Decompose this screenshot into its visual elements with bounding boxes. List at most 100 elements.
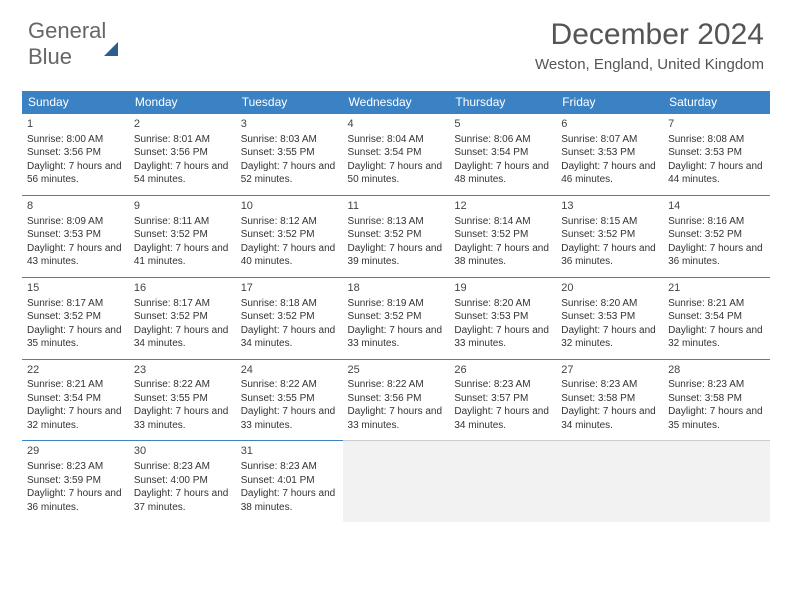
day-number: 19 bbox=[454, 281, 551, 296]
day-cell-1: 1Sunrise: 8:00 AMSunset: 3:56 PMDaylight… bbox=[22, 114, 129, 196]
day-number: 24 bbox=[241, 363, 338, 378]
sunrise-line: Sunrise: 8:23 AM bbox=[454, 378, 551, 392]
day-cell-17: 17Sunrise: 8:18 AMSunset: 3:52 PMDayligh… bbox=[236, 277, 343, 359]
logo-part2: Blue bbox=[28, 44, 72, 69]
sunset-line: Sunset: 3:54 PM bbox=[348, 146, 445, 160]
sunset-line: Sunset: 4:00 PM bbox=[134, 474, 231, 488]
calendar-head: SundayMondayTuesdayWednesdayThursdayFrid… bbox=[22, 91, 770, 114]
day-cell-30: 30Sunrise: 8:23 AMSunset: 4:00 PMDayligh… bbox=[129, 441, 236, 522]
day-number: 10 bbox=[241, 199, 338, 214]
day-cell-26: 26Sunrise: 8:23 AMSunset: 3:57 PMDayligh… bbox=[449, 359, 556, 441]
logo-part1: General bbox=[28, 18, 106, 43]
daylight-line: Daylight: 7 hours and 54 minutes. bbox=[134, 160, 231, 187]
sunrise-line: Sunrise: 8:12 AM bbox=[241, 215, 338, 229]
day-cell-12: 12Sunrise: 8:14 AMSunset: 3:52 PMDayligh… bbox=[449, 195, 556, 277]
sunrise-line: Sunrise: 8:01 AM bbox=[134, 133, 231, 147]
calendar-row: 22Sunrise: 8:21 AMSunset: 3:54 PMDayligh… bbox=[22, 359, 770, 441]
sunrise-line: Sunrise: 8:17 AM bbox=[27, 297, 124, 311]
daylight-line: Daylight: 7 hours and 34 minutes. bbox=[241, 324, 338, 351]
day-number: 1 bbox=[27, 117, 124, 132]
daylight-line: Daylight: 7 hours and 37 minutes. bbox=[134, 487, 231, 514]
sunset-line: Sunset: 3:53 PM bbox=[27, 228, 124, 242]
sunset-line: Sunset: 3:56 PM bbox=[134, 146, 231, 160]
day-number: 14 bbox=[668, 199, 765, 214]
sunset-line: Sunset: 3:54 PM bbox=[27, 392, 124, 406]
day-number: 3 bbox=[241, 117, 338, 132]
sunset-line: Sunset: 3:54 PM bbox=[454, 146, 551, 160]
day-number: 26 bbox=[454, 363, 551, 378]
sunset-line: Sunset: 3:53 PM bbox=[454, 310, 551, 324]
calendar-table: SundayMondayTuesdayWednesdayThursdayFrid… bbox=[22, 91, 770, 522]
sunrise-line: Sunrise: 8:20 AM bbox=[454, 297, 551, 311]
sunrise-line: Sunrise: 8:14 AM bbox=[454, 215, 551, 229]
day-number: 23 bbox=[134, 363, 231, 378]
daylight-line: Daylight: 7 hours and 35 minutes. bbox=[27, 324, 124, 351]
day-number: 21 bbox=[668, 281, 765, 296]
daylight-line: Daylight: 7 hours and 33 minutes. bbox=[348, 405, 445, 432]
daylight-line: Daylight: 7 hours and 41 minutes. bbox=[134, 242, 231, 269]
daylight-line: Daylight: 7 hours and 36 minutes. bbox=[27, 487, 124, 514]
weekday-wednesday: Wednesday bbox=[343, 91, 450, 114]
sunset-line: Sunset: 3:54 PM bbox=[668, 310, 765, 324]
daylight-line: Daylight: 7 hours and 32 minutes. bbox=[668, 324, 765, 351]
day-cell-29: 29Sunrise: 8:23 AMSunset: 3:59 PMDayligh… bbox=[22, 441, 129, 522]
day-number: 2 bbox=[134, 117, 231, 132]
day-number: 8 bbox=[27, 199, 124, 214]
day-cell-23: 23Sunrise: 8:22 AMSunset: 3:55 PMDayligh… bbox=[129, 359, 236, 441]
sunset-line: Sunset: 3:53 PM bbox=[561, 146, 658, 160]
day-cell-18: 18Sunrise: 8:19 AMSunset: 3:52 PMDayligh… bbox=[343, 277, 450, 359]
sunset-line: Sunset: 3:58 PM bbox=[668, 392, 765, 406]
daylight-line: Daylight: 7 hours and 34 minutes. bbox=[134, 324, 231, 351]
day-number: 13 bbox=[561, 199, 658, 214]
daylight-line: Daylight: 7 hours and 33 minutes. bbox=[241, 405, 338, 432]
sunset-line: Sunset: 3:55 PM bbox=[241, 146, 338, 160]
sunrise-line: Sunrise: 8:04 AM bbox=[348, 133, 445, 147]
sunrise-line: Sunrise: 8:03 AM bbox=[241, 133, 338, 147]
sunset-line: Sunset: 3:53 PM bbox=[561, 310, 658, 324]
sunset-line: Sunset: 3:55 PM bbox=[241, 392, 338, 406]
sunrise-line: Sunrise: 8:00 AM bbox=[27, 133, 124, 147]
daylight-line: Daylight: 7 hours and 38 minutes. bbox=[241, 487, 338, 514]
sunrise-line: Sunrise: 8:22 AM bbox=[241, 378, 338, 392]
daylight-line: Daylight: 7 hours and 39 minutes. bbox=[348, 242, 445, 269]
weekday-saturday: Saturday bbox=[663, 91, 770, 114]
sunrise-line: Sunrise: 8:11 AM bbox=[134, 215, 231, 229]
sunrise-line: Sunrise: 8:23 AM bbox=[241, 460, 338, 474]
sunrise-line: Sunrise: 8:23 AM bbox=[668, 378, 765, 392]
sunset-line: Sunset: 3:55 PM bbox=[134, 392, 231, 406]
sunrise-line: Sunrise: 8:13 AM bbox=[348, 215, 445, 229]
location-text: Weston, England, United Kingdom bbox=[535, 56, 764, 73]
day-number: 5 bbox=[454, 117, 551, 132]
sunset-line: Sunset: 3:53 PM bbox=[668, 146, 765, 160]
weekday-sunday: Sunday bbox=[22, 91, 129, 114]
logo-triangle-icon bbox=[104, 25, 118, 56]
sunrise-line: Sunrise: 8:19 AM bbox=[348, 297, 445, 311]
weekday-monday: Monday bbox=[129, 91, 236, 114]
page-header: General Blue December 2024 Weston, Engla… bbox=[0, 0, 792, 79]
day-cell-19: 19Sunrise: 8:20 AMSunset: 3:53 PMDayligh… bbox=[449, 277, 556, 359]
day-number: 7 bbox=[668, 117, 765, 132]
sunset-line: Sunset: 3:56 PM bbox=[27, 146, 124, 160]
title-block: December 2024 Weston, England, United Ki… bbox=[535, 18, 764, 73]
day-number: 17 bbox=[241, 281, 338, 296]
weekday-tuesday: Tuesday bbox=[236, 91, 343, 114]
day-cell-11: 11Sunrise: 8:13 AMSunset: 3:52 PMDayligh… bbox=[343, 195, 450, 277]
day-cell-20: 20Sunrise: 8:20 AMSunset: 3:53 PMDayligh… bbox=[556, 277, 663, 359]
sunrise-line: Sunrise: 8:18 AM bbox=[241, 297, 338, 311]
day-cell-22: 22Sunrise: 8:21 AMSunset: 3:54 PMDayligh… bbox=[22, 359, 129, 441]
day-cell-5: 5Sunrise: 8:06 AMSunset: 3:54 PMDaylight… bbox=[449, 114, 556, 196]
weekday-row: SundayMondayTuesdayWednesdayThursdayFrid… bbox=[22, 91, 770, 114]
sunset-line: Sunset: 3:52 PM bbox=[134, 310, 231, 324]
sunset-line: Sunset: 3:56 PM bbox=[348, 392, 445, 406]
day-number: 11 bbox=[348, 199, 445, 214]
day-number: 18 bbox=[348, 281, 445, 296]
day-cell-24: 24Sunrise: 8:22 AMSunset: 3:55 PMDayligh… bbox=[236, 359, 343, 441]
day-cell-4: 4Sunrise: 8:04 AMSunset: 3:54 PMDaylight… bbox=[343, 114, 450, 196]
empty-cell bbox=[663, 441, 770, 522]
sunrise-line: Sunrise: 8:21 AM bbox=[668, 297, 765, 311]
daylight-line: Daylight: 7 hours and 56 minutes. bbox=[27, 160, 124, 187]
day-cell-8: 8Sunrise: 8:09 AMSunset: 3:53 PMDaylight… bbox=[22, 195, 129, 277]
sunrise-line: Sunrise: 8:09 AM bbox=[27, 215, 124, 229]
daylight-line: Daylight: 7 hours and 40 minutes. bbox=[241, 242, 338, 269]
daylight-line: Daylight: 7 hours and 33 minutes. bbox=[134, 405, 231, 432]
